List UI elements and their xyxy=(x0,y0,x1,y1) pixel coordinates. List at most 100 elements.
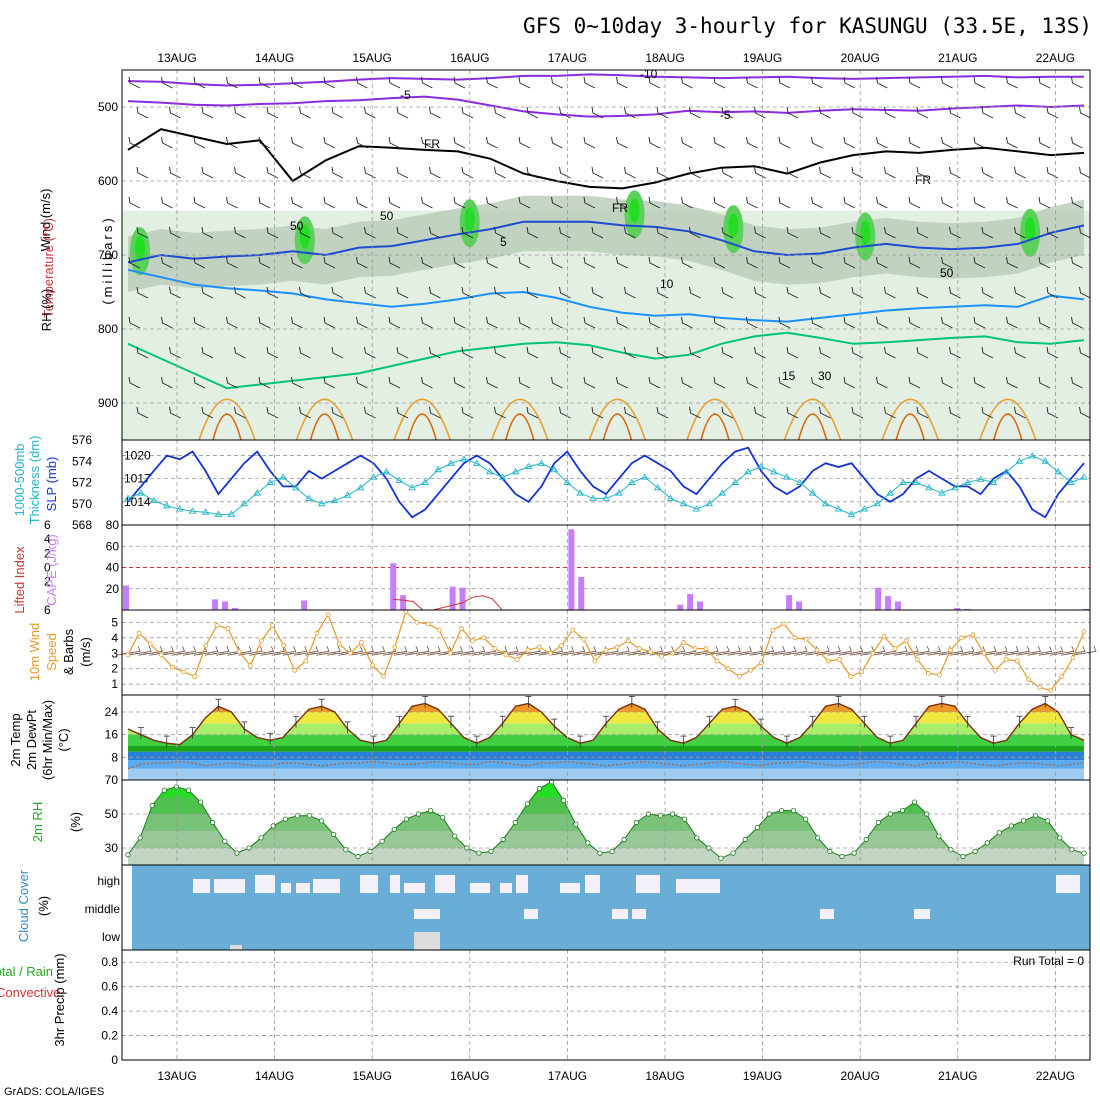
rh-marker xyxy=(1069,847,1075,853)
wind-barb xyxy=(193,376,206,389)
wind-tick-label: 2 xyxy=(111,662,118,676)
thickness-marker xyxy=(1015,457,1024,464)
rh-shade-peak xyxy=(860,220,871,245)
cloud-high-block xyxy=(1056,875,1080,893)
wind-barb xyxy=(1014,166,1026,179)
cloud-tick-label: middle xyxy=(85,902,121,916)
surface-wind-barb xyxy=(693,646,719,656)
wind-barb xyxy=(689,286,701,299)
lifted-tick-label: 6 xyxy=(44,518,51,532)
cape-bar xyxy=(568,529,575,610)
thickness-marker xyxy=(305,494,313,501)
wind-barb xyxy=(128,136,141,149)
bottom-date-label: 13AUG xyxy=(157,1069,196,1083)
rh-marker xyxy=(887,811,893,817)
thickness-marker xyxy=(692,505,701,512)
rh-marker xyxy=(403,816,409,822)
wind-barb xyxy=(396,166,409,179)
wind-barb xyxy=(193,76,206,89)
wind-barb xyxy=(583,316,596,329)
contour-label: FR xyxy=(915,173,931,187)
wind-barb xyxy=(624,406,636,419)
ylabel-wind10m: & Barbs xyxy=(61,628,76,675)
bottom-date-label: 16AUG xyxy=(450,1069,489,1083)
wind-barb xyxy=(583,196,596,209)
wind-barb xyxy=(754,406,766,419)
wind-barb xyxy=(786,286,799,299)
wind-barb xyxy=(226,76,238,89)
thickness-tick-label: 572 xyxy=(72,476,92,490)
bottom-date-label: 19AUG xyxy=(743,1069,782,1083)
wind-barb xyxy=(648,76,661,89)
rh-marker xyxy=(306,813,313,819)
cloud-high-block xyxy=(214,879,245,893)
wind-barb xyxy=(973,256,986,269)
thickness-marker xyxy=(899,478,907,485)
ylabel-cloud-unit: (%) xyxy=(36,896,51,916)
wind-barb xyxy=(291,316,303,329)
surface-wind-barb xyxy=(983,646,1008,656)
wind-barb xyxy=(551,316,563,329)
wind-tick-label: 4 xyxy=(111,631,118,645)
wind-barb xyxy=(396,406,409,419)
wind-barb xyxy=(876,376,888,389)
thickness-marker xyxy=(989,478,998,485)
wind-barb xyxy=(494,166,506,179)
wind-barb xyxy=(941,196,953,209)
ylabel-thickness-2: Thickness (dm) xyxy=(27,436,42,525)
rh-marker xyxy=(669,811,676,817)
wind-barb xyxy=(648,136,661,149)
wind-barb xyxy=(226,316,238,329)
surface-wind-barb xyxy=(1027,646,1053,656)
wind-barb xyxy=(559,346,571,359)
wind-speed-marker xyxy=(325,612,331,618)
rh-shade-peak xyxy=(135,235,145,260)
cape-bar xyxy=(964,608,971,610)
wind-barb xyxy=(949,346,961,359)
wind-speed-marker xyxy=(670,650,676,656)
wind-speed-marker xyxy=(192,674,198,679)
rh-marker xyxy=(125,852,131,858)
wind-speed-marker xyxy=(703,646,709,652)
wind-barb xyxy=(851,226,864,239)
contour-label: -5 xyxy=(720,108,731,122)
wind-barb xyxy=(356,76,368,89)
cape-tick-label: 80 xyxy=(106,518,120,532)
wind-barb xyxy=(884,226,896,239)
isotherm-line xyxy=(127,95,1085,118)
cloud-low-block xyxy=(414,932,440,950)
rh-marker xyxy=(645,811,651,817)
surface-wind-barb xyxy=(127,646,152,656)
temp-band xyxy=(128,746,1084,752)
wind-barb xyxy=(908,136,921,149)
wind-barb xyxy=(819,166,831,179)
wind-barb xyxy=(461,346,474,359)
wind-barb xyxy=(136,106,149,119)
wind-speed-marker xyxy=(592,658,598,664)
surface-wind-barb xyxy=(338,646,363,656)
thickness-tick-label: 576 xyxy=(72,433,92,447)
wind-barb xyxy=(169,346,181,359)
wind-speed-marker xyxy=(725,666,731,672)
wind-barb xyxy=(518,76,531,89)
wind-barb xyxy=(908,76,921,89)
wind-speed-marker xyxy=(992,667,998,673)
wind-speed-marker xyxy=(870,650,876,656)
ylabel-cloud: Cloud Cover xyxy=(16,869,31,942)
surface-wind-barb xyxy=(571,646,597,656)
wind-barb xyxy=(1071,136,1083,149)
plot-area: 13AUG 14AUG 15AUG 16AUG 17AUG 18AUG 19AUG 20AUG… xyxy=(0,51,1097,1083)
thickness-tick-label: 568 xyxy=(72,518,92,532)
wind-speed-marker xyxy=(281,643,287,648)
surface-wind-barb xyxy=(938,646,964,656)
wind-barb xyxy=(713,196,726,209)
rh-band xyxy=(128,848,1084,865)
wind-barb xyxy=(973,376,986,389)
wind-barb xyxy=(591,286,604,299)
cloud-high-block xyxy=(296,883,310,893)
wind-speed-marker xyxy=(292,667,298,673)
wind-barb xyxy=(291,196,303,209)
wind-barb xyxy=(754,106,766,119)
wind-barb xyxy=(161,196,173,209)
wind-speed-marker xyxy=(347,650,353,656)
